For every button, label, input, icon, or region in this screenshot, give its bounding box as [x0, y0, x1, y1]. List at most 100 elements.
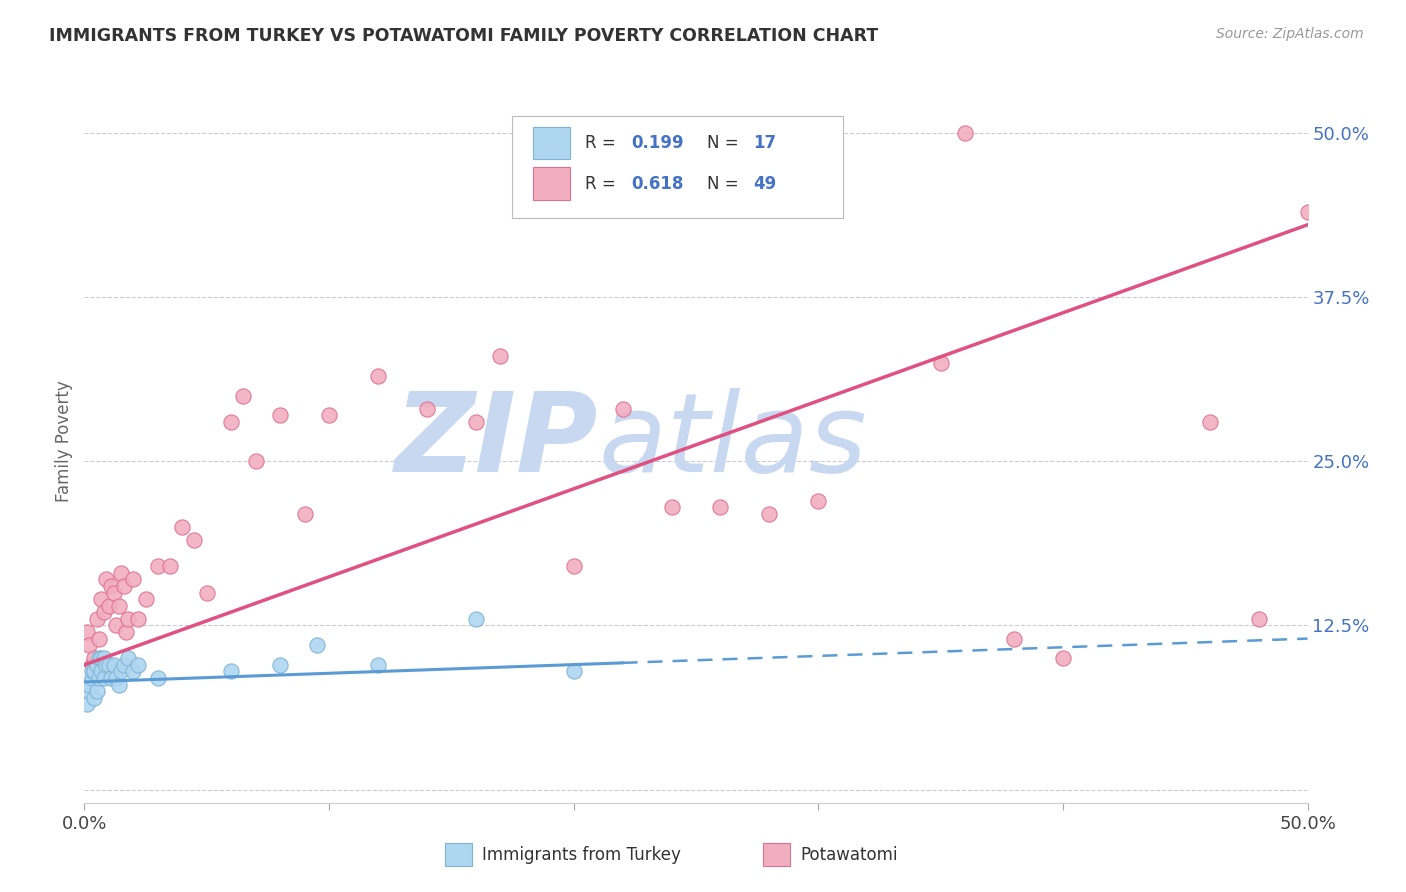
Point: [269, 657, 291, 672]
Point: [76, 625, 98, 640]
Text: atlas: atlas: [598, 388, 866, 495]
Y-axis label: Family Poverty: Family Poverty: [55, 381, 73, 502]
Point: [105, 618, 128, 632]
Text: Immigrants from Turkey: Immigrants from Turkey: [482, 846, 681, 863]
Point: [183, 533, 205, 547]
Point: [110, 566, 132, 580]
Bar: [533, 168, 569, 200]
Point: [612, 401, 634, 416]
Point: [367, 657, 389, 672]
Point: [159, 559, 181, 574]
Point: [758, 507, 780, 521]
Point: [929, 356, 952, 370]
Point: [1052, 651, 1074, 665]
Point: [76, 698, 98, 712]
Point: [146, 671, 169, 685]
Point: [1198, 415, 1220, 429]
Point: [562, 665, 585, 679]
Point: [122, 665, 145, 679]
Text: R =: R =: [585, 134, 620, 153]
Point: [107, 599, 129, 613]
Point: [416, 401, 439, 416]
Point: [709, 500, 731, 515]
Text: IMMIGRANTS FROM TURKEY VS POTAWATOMI FAMILY POVERTY CORRELATION CHART: IMMIGRANTS FROM TURKEY VS POTAWATOMI FAM…: [49, 27, 879, 45]
Point: [219, 415, 242, 429]
Text: N =: N =: [707, 134, 744, 153]
Point: [86, 612, 108, 626]
Text: 0.618: 0.618: [631, 175, 683, 193]
Point: [90, 651, 112, 665]
FancyBboxPatch shape: [513, 117, 842, 218]
Point: [367, 368, 389, 383]
Point: [110, 665, 132, 679]
Point: [93, 605, 115, 619]
Text: Potawatomi: Potawatomi: [800, 846, 897, 863]
Point: [83, 665, 105, 679]
Point: [87, 632, 110, 646]
Point: [1002, 632, 1025, 646]
Point: [100, 671, 122, 685]
Point: [103, 657, 125, 672]
Point: [80, 657, 103, 672]
Point: [80, 665, 103, 679]
Point: [127, 612, 149, 626]
Point: [1296, 204, 1319, 219]
Point: [464, 612, 486, 626]
Point: [122, 573, 145, 587]
Text: 17: 17: [754, 134, 776, 153]
Point: [100, 579, 122, 593]
Text: 49: 49: [754, 175, 776, 193]
Point: [77, 638, 100, 652]
Point: [96, 657, 118, 672]
Point: [464, 415, 486, 429]
Point: [807, 493, 830, 508]
Point: [97, 599, 120, 613]
Point: [232, 388, 254, 402]
Point: [245, 454, 267, 468]
Point: [117, 651, 139, 665]
Point: [172, 520, 194, 534]
Point: [562, 559, 585, 574]
Point: [305, 638, 328, 652]
Point: [80, 671, 103, 685]
Point: [103, 585, 125, 599]
Point: [135, 592, 157, 607]
Text: Source: ZipAtlas.com: Source: ZipAtlas.com: [1216, 27, 1364, 41]
Point: [96, 573, 118, 587]
Point: [117, 612, 139, 626]
Point: [661, 500, 683, 515]
Point: [489, 349, 512, 363]
Point: [87, 651, 110, 665]
Point: [77, 684, 100, 698]
Point: [146, 559, 169, 574]
Point: [83, 651, 105, 665]
Point: [219, 665, 242, 679]
Point: [107, 677, 129, 691]
Point: [318, 409, 340, 423]
Point: [1247, 612, 1270, 626]
Point: [195, 585, 218, 599]
Point: [93, 651, 115, 665]
Point: [97, 657, 120, 672]
Point: [127, 657, 149, 672]
Point: [294, 507, 316, 521]
Point: [112, 657, 135, 672]
Point: [86, 657, 108, 672]
Text: 0.199: 0.199: [631, 134, 683, 153]
Text: R =: R =: [585, 175, 620, 193]
Point: [77, 677, 100, 691]
Text: N =: N =: [707, 175, 744, 193]
Point: [87, 671, 110, 685]
Point: [953, 126, 976, 140]
Point: [115, 625, 138, 640]
Point: [83, 690, 105, 705]
Point: [269, 409, 291, 423]
Text: ZIP: ZIP: [395, 388, 598, 495]
Point: [105, 671, 128, 685]
Point: [112, 579, 135, 593]
Bar: [533, 127, 569, 160]
Point: [86, 684, 108, 698]
Bar: [763, 843, 790, 866]
Bar: [446, 843, 472, 866]
Point: [90, 592, 112, 607]
